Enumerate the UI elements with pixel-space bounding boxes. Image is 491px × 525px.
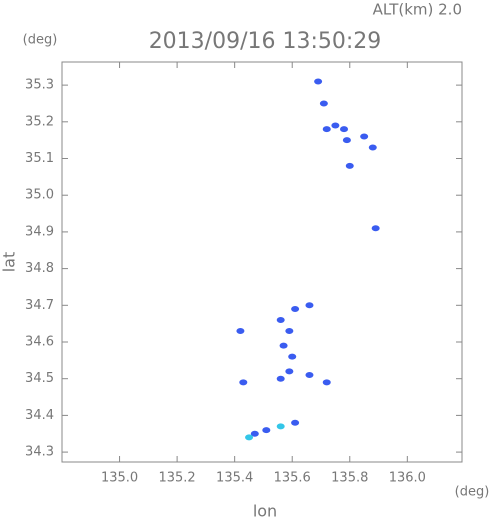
echo: [276, 375, 285, 382]
altitude: ALT(km) 2.0: [373, 1, 462, 19]
echo: [368, 144, 377, 151]
echo: [239, 379, 248, 386]
y-tick-label: 35.2: [25, 114, 54, 129]
y-tick-label: 34.4: [25, 408, 54, 423]
x-tick-label: 135.2: [158, 471, 195, 486]
y-tick-label: 34.3: [25, 445, 54, 460]
echo: [331, 122, 340, 129]
x-tick-label: 136.0: [389, 471, 426, 486]
plot-frame: [61, 61, 463, 463]
echo: [345, 162, 354, 169]
echo: [285, 368, 294, 375]
echo: [291, 419, 300, 426]
y-tick-label: 35.0: [25, 188, 54, 203]
echo: [305, 372, 314, 379]
echo: [236, 327, 245, 334]
y-axis-label: lat: [0, 252, 19, 273]
y-tick-label: 34.5: [25, 371, 54, 386]
echo: [322, 379, 331, 386]
echo: [245, 434, 254, 441]
echo: [314, 78, 323, 85]
y-tick-label: 34.7: [25, 298, 54, 313]
echo: [340, 126, 349, 133]
echo: [285, 327, 294, 334]
y-tick-label: 35.1: [25, 151, 54, 166]
echo: [279, 342, 288, 349]
echo: [250, 430, 259, 437]
x-tick-label: 135.8: [331, 471, 368, 486]
echo: [291, 305, 300, 312]
echo: [360, 133, 369, 140]
chart-title: 2013/09/16 13:50:29: [149, 29, 382, 54]
y-tick-label: 34.6: [25, 335, 54, 350]
x-tick-label: 135.6: [274, 471, 311, 486]
echo: [305, 302, 314, 309]
echo: [276, 316, 285, 323]
x-axis-label: lon: [253, 502, 277, 521]
x-unit: (deg): [455, 485, 490, 500]
echo: [276, 423, 285, 430]
x-tick-label: 135.4: [216, 471, 253, 486]
echo: [342, 137, 351, 144]
y-tick-label: 34.9: [25, 224, 54, 239]
y-unit: (deg): [23, 33, 58, 48]
echo: [262, 427, 271, 434]
echo: [371, 225, 380, 232]
echo: [319, 100, 328, 107]
echo: [288, 353, 297, 360]
y-tick-label: 35.3: [25, 78, 54, 93]
x-tick-label: 135.0: [101, 471, 138, 486]
y-tick-label: 34.8: [25, 261, 54, 276]
echo: [322, 126, 331, 133]
